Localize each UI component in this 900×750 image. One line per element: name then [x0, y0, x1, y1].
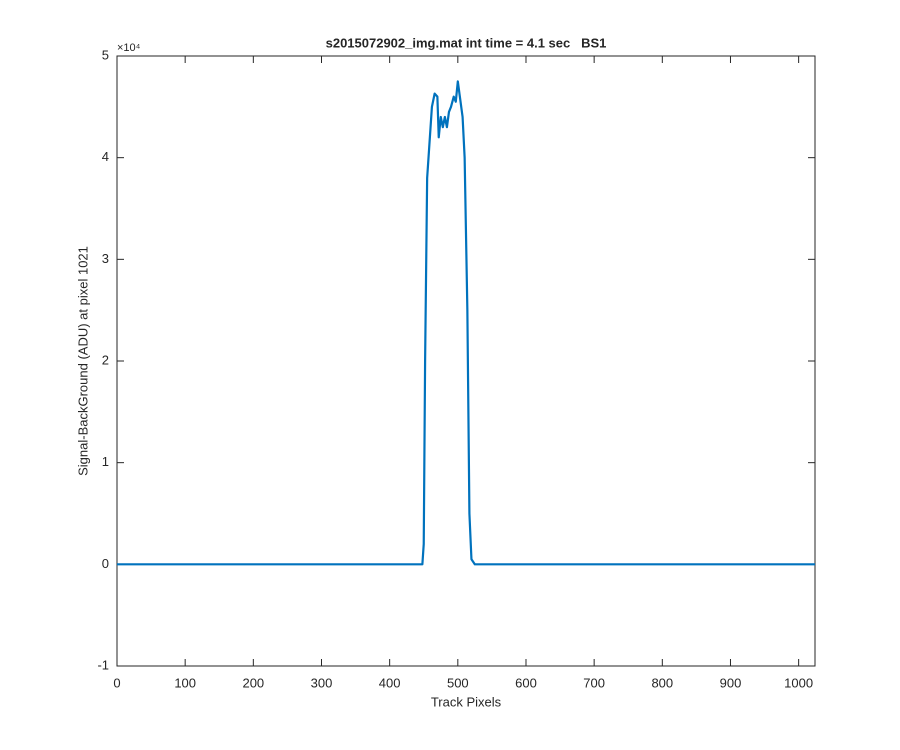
y-multiplier: ×10⁴: [117, 42, 141, 54]
x-tick-label: 100: [174, 675, 196, 690]
x-tick-label: 1000: [784, 675, 813, 690]
x-axis-label: Track Pixels: [431, 694, 502, 709]
y-tick-label: -1: [97, 657, 109, 672]
data-line: [117, 80, 815, 566]
x-tick-label: 200: [242, 675, 264, 690]
x-tick-label: 300: [311, 675, 333, 690]
y-tick-label: 4: [102, 149, 109, 164]
y-tick-label: 0: [102, 556, 109, 571]
x-tick-label: 400: [379, 675, 401, 690]
x-tick-label: 700: [583, 675, 605, 690]
axes-box: [116, 55, 816, 667]
y-tick-label: 5: [102, 47, 109, 62]
chart-title: s2015072902_img.mat int time = 4.1 sec B…: [326, 35, 607, 50]
y-tick-label: 3: [102, 251, 109, 266]
y-axis-label: Signal-BackGround (ADU) at pixel 1021: [75, 246, 90, 476]
y-tick-label: 2: [102, 352, 109, 367]
x-tick-label: 500: [447, 675, 469, 690]
x-tick-label: 0: [113, 675, 120, 690]
x-tick-label: 900: [720, 675, 742, 690]
x-tick-label: 800: [651, 675, 673, 690]
x-tick-label: 600: [515, 675, 537, 690]
y-tick-label: 1: [102, 454, 109, 469]
